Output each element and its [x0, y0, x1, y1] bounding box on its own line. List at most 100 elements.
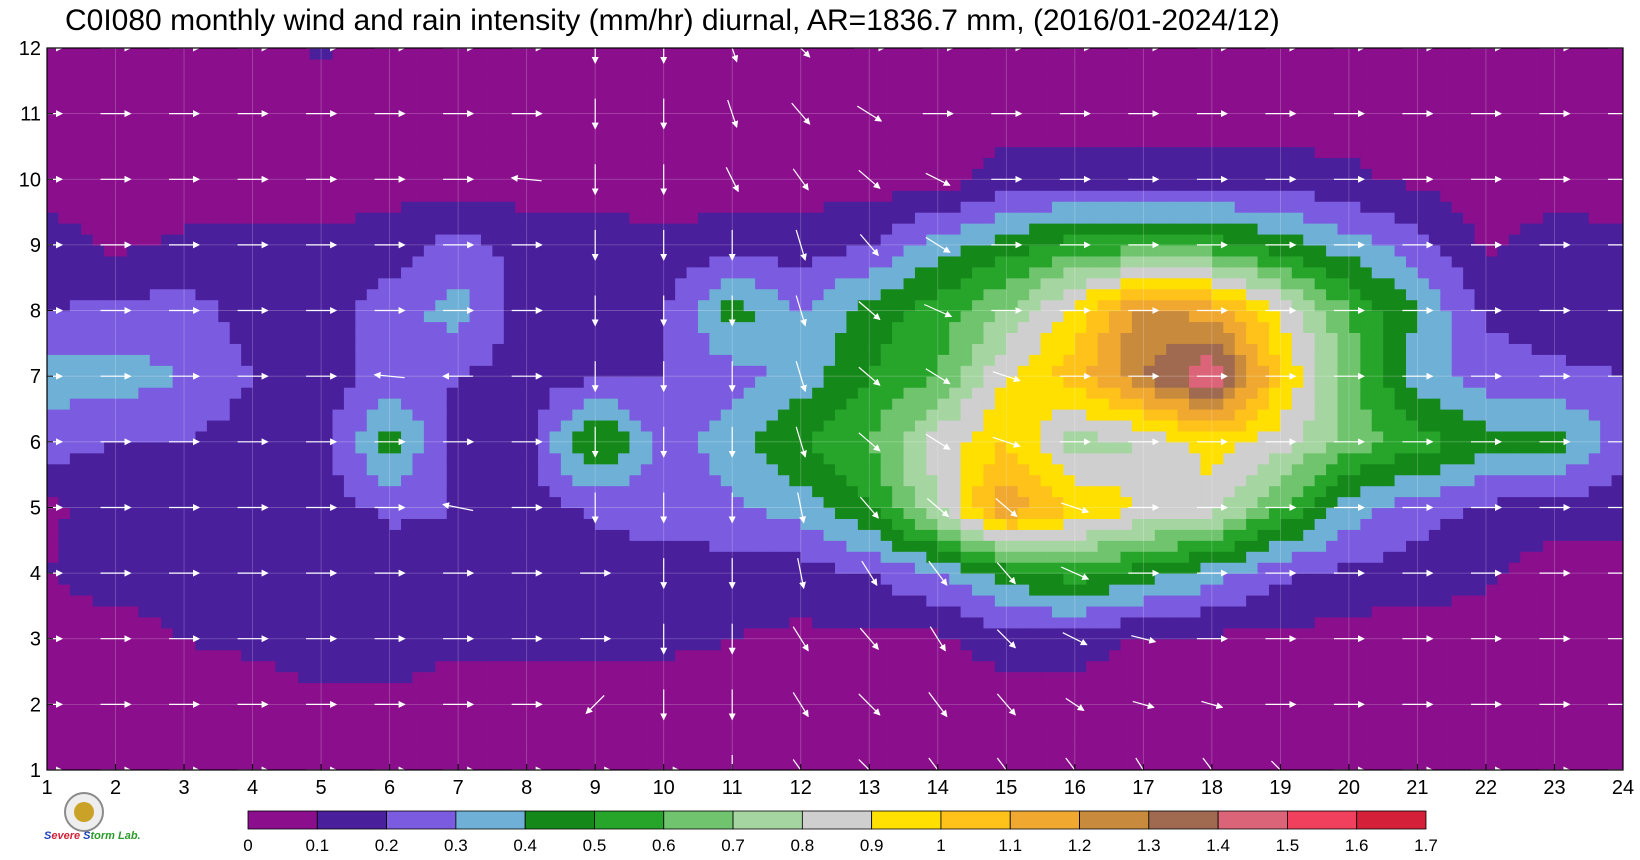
contour-cell [983, 573, 996, 585]
contour-cell [446, 387, 459, 399]
contour-cell [435, 441, 448, 454]
contour-cell [492, 748, 505, 760]
contour-cell [1063, 649, 1076, 662]
contour-cell [994, 562, 1007, 574]
contour-cell [1543, 759, 1556, 770]
contour-cell [1428, 638, 1441, 651]
contour-cell [1600, 485, 1613, 498]
contour-cell [1406, 376, 1419, 388]
contour-cell [846, 638, 859, 651]
contour-cell [880, 430, 893, 443]
contour-cell [994, 649, 1007, 662]
contour-cell [1600, 605, 1613, 618]
contour-cell [538, 605, 551, 618]
contour-cell [583, 715, 596, 727]
contour-cell [1257, 529, 1270, 541]
contour-cell [263, 540, 277, 552]
contour-cell [1234, 704, 1247, 716]
contour-cell [1154, 376, 1167, 388]
contour-cell [789, 376, 802, 388]
contour-cell [583, 594, 596, 607]
contour-cell [755, 594, 768, 607]
contour-cell [515, 759, 528, 770]
contour-cell [206, 507, 219, 519]
contour-cell [640, 376, 653, 388]
contour-cell [1348, 496, 1361, 509]
contour-cell [1611, 562, 1623, 574]
contour-cell [81, 529, 94, 541]
contour-cell [743, 496, 756, 509]
contour-cell [1497, 605, 1510, 618]
contour-cell [640, 737, 653, 749]
contour-cell [697, 551, 710, 563]
contour-cell [812, 540, 825, 552]
contour-cell [1463, 605, 1476, 618]
contour-cell [1543, 627, 1556, 640]
contour-cell [823, 627, 836, 640]
contour-cell [389, 627, 402, 640]
contour-cell [1337, 398, 1350, 410]
contour-cell [549, 518, 562, 530]
contour-cell [663, 584, 676, 596]
contour-cell [1451, 441, 1464, 454]
contour-cell [1417, 737, 1430, 749]
contour-cell [47, 726, 60, 738]
contour-cell [1371, 518, 1384, 530]
contour-cell [926, 387, 939, 399]
contour-cell [892, 474, 905, 487]
contour-cell [458, 704, 471, 716]
contour-cell [389, 660, 402, 673]
contour-cell [1177, 704, 1190, 716]
contour-cell [458, 485, 471, 498]
contour-cell [789, 463, 802, 476]
contour-cell [709, 496, 722, 509]
contour-cell [1406, 616, 1419, 629]
contour-cell [115, 715, 128, 727]
contour-cell [629, 682, 642, 695]
contour-cell [1097, 584, 1110, 596]
contour-cell [184, 660, 197, 673]
contour-cell [949, 715, 962, 727]
contour-cell [823, 463, 836, 476]
contour-cell [298, 693, 311, 705]
contour-cell [343, 387, 356, 399]
contour-cell [458, 376, 471, 388]
contour-cell [1097, 627, 1110, 640]
contour-cell [1246, 529, 1259, 541]
contour-cell [1543, 485, 1556, 498]
contour-cell [949, 441, 962, 454]
contour-cell [1508, 682, 1521, 695]
contour-cell [286, 660, 299, 673]
contour-cell [720, 715, 733, 727]
contour-cell [1029, 649, 1042, 662]
contour-cell [835, 594, 848, 607]
contour-cell [446, 551, 459, 563]
contour-cell [1531, 660, 1544, 673]
contour-cell [1154, 430, 1167, 443]
contour-cell [1268, 737, 1281, 749]
contour-cell [378, 529, 391, 541]
contour-cell [1485, 594, 1498, 607]
contour-cell [1143, 748, 1156, 760]
contour-cell [1543, 649, 1556, 662]
contour-cell [241, 660, 254, 673]
contour-cell [652, 529, 665, 541]
contour-cell [115, 584, 128, 596]
contour-cell [332, 540, 345, 552]
contour-cell [675, 398, 688, 410]
contour-cell [1189, 463, 1202, 476]
contour-cell [1223, 649, 1236, 662]
contour-cell [1326, 682, 1339, 695]
contour-cell [732, 660, 745, 673]
contour-cell [675, 529, 688, 541]
contour-cell [1063, 398, 1076, 410]
contour-cell [389, 463, 402, 476]
contour-cell [1497, 496, 1510, 509]
contour-cell [184, 474, 197, 487]
contour-cell [697, 759, 710, 770]
contour-cell [458, 474, 471, 487]
contour-cell [789, 398, 802, 410]
contour-cell [1520, 452, 1533, 465]
contour-cell [1440, 551, 1453, 563]
contour-cell [92, 584, 105, 596]
